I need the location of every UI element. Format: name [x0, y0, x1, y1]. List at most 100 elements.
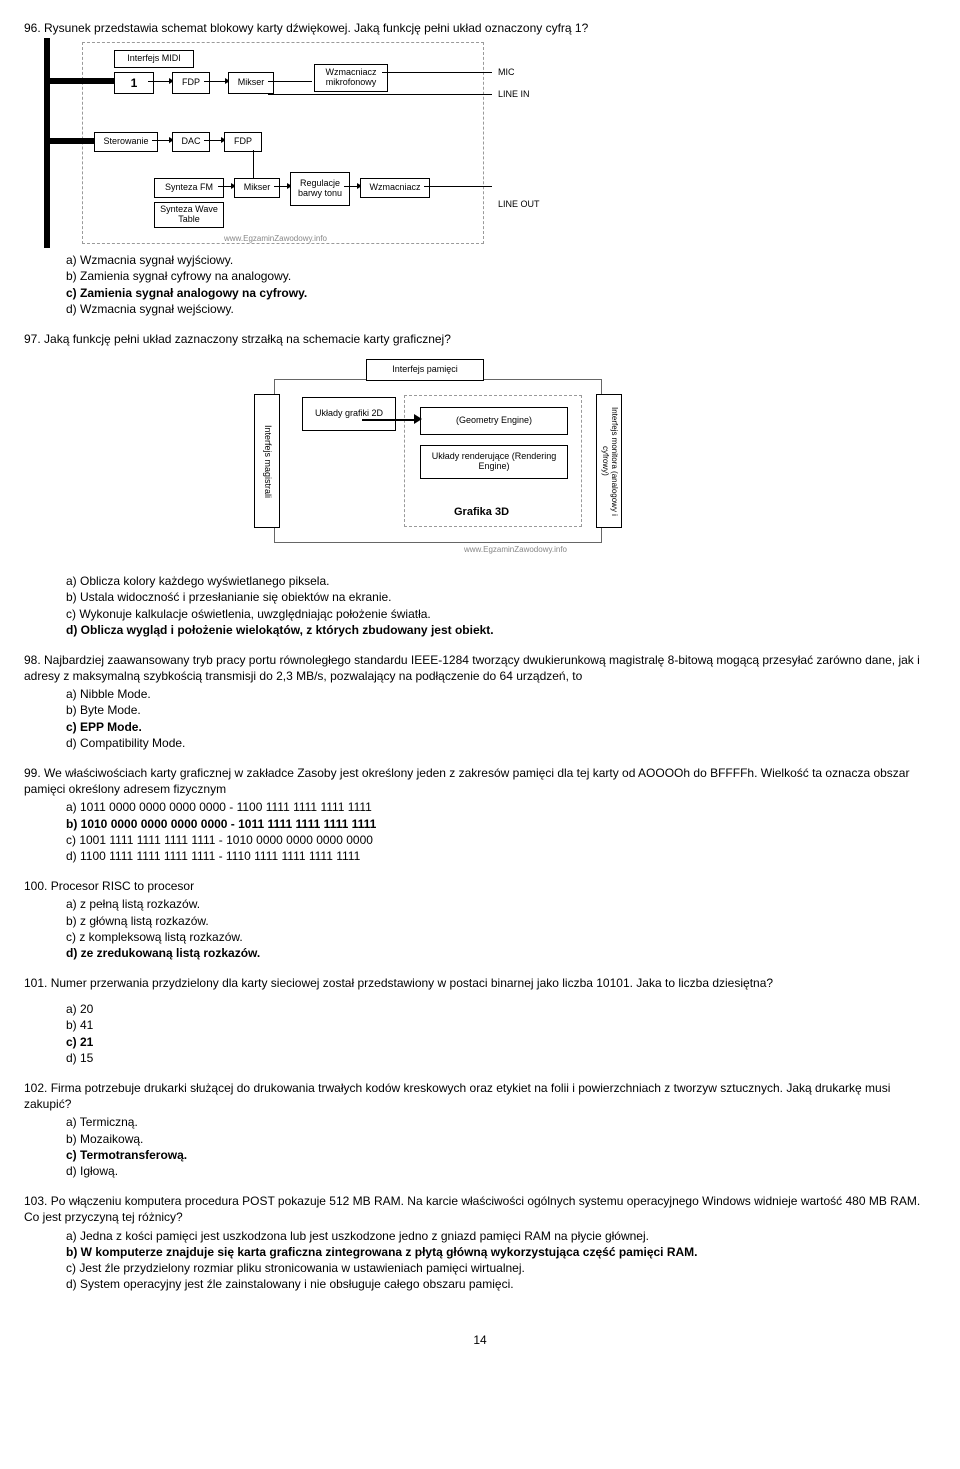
box-synteza-fm: Synteza FM	[154, 178, 224, 198]
q102-b: b) Mozaikową.	[66, 1131, 936, 1147]
q99-b: b) 1010 0000 0000 0000 0000 - 1011 1111 …	[66, 816, 936, 832]
q103-a: a) Jedna z kości pamięci jest uszkodzona…	[66, 1228, 936, 1244]
q100-answers: a) z pełną listą rozkazów. b) z główną l…	[24, 896, 936, 961]
q97-answers: a) Oblicza kolory każdego wyświetlanego …	[24, 573, 936, 638]
question-102: 102. Firma potrzebuje drukarki służącej …	[24, 1080, 936, 1179]
q100-a: a) z pełną listą rozkazów.	[66, 896, 936, 912]
label: (Geometry Engine)	[456, 416, 532, 426]
page-number: 14	[24, 1332, 936, 1348]
q102-d: d) Igłową.	[66, 1163, 936, 1179]
label-line-in: LINE IN	[498, 88, 530, 100]
q98-b: b) Byte Mode.	[66, 702, 936, 718]
box-interfejs-midi: Interfejs MIDI	[114, 50, 194, 68]
q100-b: b) z główną listą rozkazów.	[66, 913, 936, 929]
q96-text: 96. Rysunek przedstawia schemat blokowy …	[24, 20, 936, 36]
q96-c: c) Zamienia sygnał analogowy na cyfrowy.	[66, 285, 936, 301]
box-sterowanie: Sterowanie	[94, 132, 158, 152]
q102-text: 102. Firma potrzebuje drukarki służącej …	[24, 1080, 936, 1112]
figure-1-wrap: Interfejs MIDI 1 FDP Mikser Wzmacniacz m…	[24, 38, 936, 248]
watermark-1: www.EgzaminZawodowy.info	[224, 234, 327, 245]
figure-2-wrap: Interfejs pamięci Interfejs magistrali I…	[24, 349, 936, 569]
label: Interfejs magistrali	[262, 425, 272, 498]
label: Mikser	[244, 183, 271, 193]
label: Interfejs monitora (analogowy i cyfrowy)	[600, 396, 618, 526]
box-mikser-2: Mikser	[234, 178, 280, 198]
figure-sound-card: Interfejs MIDI 1 FDP Mikser Wzmacniacz m…	[24, 38, 544, 248]
box-fdp-2: FDP	[224, 132, 262, 152]
q99-a: a) 1011 0000 0000 0000 0000 - 1100 1111 …	[66, 799, 936, 815]
box-fdp-1: FDP	[172, 72, 210, 94]
q102-answers: a) Termiczną. b) Mozaikową. c) Termotran…	[24, 1114, 936, 1179]
label-mic: MIC	[498, 66, 515, 78]
q99-c: c) 1001 1111 1111 1111 1111 - 1010 0000 …	[66, 832, 936, 848]
q102-c: c) Termotransferową.	[66, 1147, 936, 1163]
label: Układy renderujące (Rendering Engine)	[424, 452, 564, 472]
q96-d: d) Wzmacnia sygnał wejściowy.	[66, 301, 936, 317]
question-99: 99. We właściwościach karty graficznej w…	[24, 765, 936, 864]
q97-b: b) Ustala widoczność i przesłanianie się…	[66, 589, 936, 605]
question-103: 103. Po włączeniu komputera procedura PO…	[24, 1193, 936, 1292]
label: Układy grafiki 2D	[315, 409, 383, 419]
label-line-out: LINE OUT	[498, 198, 540, 210]
q101-d: d) 15	[66, 1050, 936, 1066]
label: DAC	[181, 137, 200, 147]
q100-d: d) ze zredukowaną listą rozkazów.	[66, 945, 936, 961]
question-96: 96. Rysunek przedstawia schemat blokowy …	[24, 20, 936, 317]
q101-text: 101. Numer przerwania przydzielony dla k…	[24, 975, 936, 991]
label: Wzmacniacz	[369, 183, 420, 193]
q97-text: 97. Jaką funkcję pełni układ zaznaczony …	[24, 331, 936, 347]
q101-a: a) 20	[66, 1001, 936, 1017]
question-98: 98. Najbardziej zaawansowany tryb pracy …	[24, 652, 936, 751]
box-1: 1	[114, 72, 154, 94]
label: Interfejs MIDI	[127, 54, 181, 64]
box-interfejs-monitora: Interfejs monitora (analogowy i cyfrowy)	[596, 394, 622, 528]
label: FDP	[182, 78, 200, 88]
label: Wzmacniacz mikrofonowy	[318, 68, 384, 88]
q96-a: a) Wzmacnia sygnał wyjściowy.	[66, 252, 936, 268]
q99-answers: a) 1011 0000 0000 0000 0000 - 1100 1111 …	[24, 799, 936, 864]
box-uklady-2d: Układy grafiki 2D	[302, 397, 396, 431]
question-100: 100. Procesor RISC to procesor a) z pełn…	[24, 878, 936, 961]
q103-answers: a) Jedna z kości pamięci jest uszkodzona…	[24, 1228, 936, 1293]
q98-answers: a) Nibble Mode. b) Byte Mode. c) EPP Mod…	[24, 686, 936, 751]
q97-d: d) Oblicza wygląd i położenie wielokątów…	[66, 622, 936, 638]
q98-d: d) Compatibility Mode.	[66, 735, 936, 751]
label: Interfejs pamięci	[392, 365, 458, 375]
q103-text: 103. Po włączeniu komputera procedura PO…	[24, 1193, 936, 1225]
q96-b: b) Zamienia sygnał cyfrowy na analogowy.	[66, 268, 936, 284]
q99-text: 99. We właściwościach karty graficznej w…	[24, 765, 936, 797]
q98-c: c) EPP Mode.	[66, 719, 936, 735]
q101-b: b) 41	[66, 1017, 936, 1033]
box-geometry: (Geometry Engine)	[420, 407, 568, 435]
box-interfejs-magistrali: Interfejs magistrali	[254, 394, 280, 528]
label: Sterowanie	[103, 137, 148, 147]
q99-d: d) 1100 1111 1111 1111 1111 - 1110 1111 …	[66, 848, 936, 864]
box-synteza-wave: Synteza Wave Table	[154, 202, 224, 228]
q96-answers: a) Wzmacnia sygnał wyjściowy. b) Zamieni…	[24, 252, 936, 317]
box-interfejs-pamieci: Interfejs pamięci	[366, 359, 484, 381]
figure-graphics-card: Interfejs pamięci Interfejs magistrali I…	[224, 349, 644, 569]
q97-a: a) Oblicza kolory każdego wyświetlanego …	[66, 573, 936, 589]
q101-answers: a) 20 b) 41 c) 21 d) 15	[24, 1001, 936, 1066]
box-dac: DAC	[172, 132, 210, 152]
label: FDP	[234, 137, 252, 147]
question-97: 97. Jaką funkcję pełni układ zaznaczony …	[24, 331, 936, 638]
label: Mikser	[238, 78, 265, 88]
q102-a: a) Termiczną.	[66, 1114, 936, 1130]
q103-b: b) W komputerze znajduje się karta grafi…	[66, 1244, 936, 1260]
label: Regulacje barwy tonu	[294, 179, 346, 199]
q103-c: c) Jest źle przydzielony rozmiar pliku s…	[66, 1260, 936, 1276]
box-wzmacniacz: Wzmacniacz	[360, 178, 430, 198]
watermark-2: www.EgzaminZawodowy.info	[464, 545, 567, 556]
q101-c: c) 21	[66, 1034, 936, 1050]
label-grafika-3d: Grafika 3D	[454, 505, 509, 520]
box-mikser-1: Mikser	[228, 72, 274, 94]
box-wzm-mikro: Wzmacniacz mikrofonowy	[314, 64, 388, 92]
q98-a: a) Nibble Mode.	[66, 686, 936, 702]
q103-d: d) System operacyjny jest źle zainstalow…	[66, 1276, 936, 1292]
q100-text: 100. Procesor RISC to procesor	[24, 878, 936, 894]
box-rendering: Układy renderujące (Rendering Engine)	[420, 445, 568, 479]
label: 1	[131, 77, 138, 90]
label: Synteza Wave Table	[158, 205, 220, 225]
q97-c: c) Wykonuje kalkulacje oświetlenia, uwzg…	[66, 606, 936, 622]
